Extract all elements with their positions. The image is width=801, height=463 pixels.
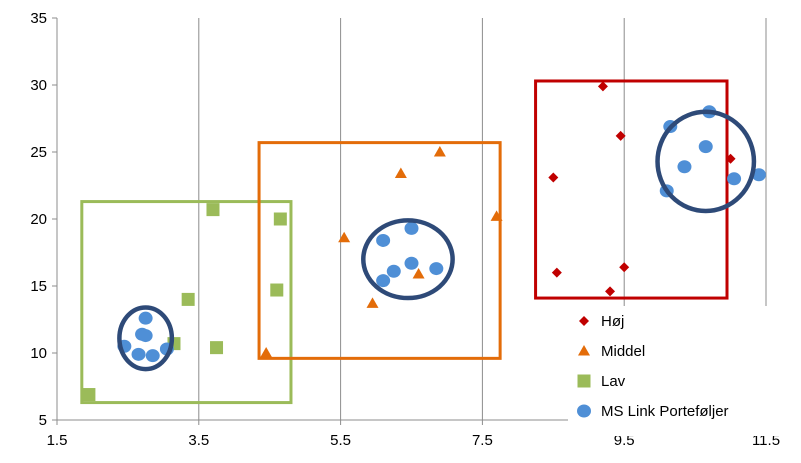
data-point — [270, 283, 284, 297]
y-tick-label: 35 — [30, 10, 47, 27]
series-0 — [548, 81, 736, 297]
cluster-ellipse — [361, 218, 455, 301]
series-2 — [82, 203, 287, 402]
data-point — [433, 146, 446, 157]
x-tick-label: 7.5 — [472, 432, 493, 449]
data-point — [677, 160, 692, 174]
data-point — [548, 172, 559, 183]
data-point — [138, 311, 153, 325]
cluster-ellipse — [117, 305, 175, 372]
legend-label: Middel — [601, 343, 645, 360]
annotations — [80, 79, 729, 405]
data-point — [490, 210, 503, 221]
x-tick-label: 11.5 — [752, 432, 780, 449]
data-point — [404, 221, 419, 235]
data-point — [376, 274, 391, 288]
legend-label: Lav — [601, 373, 626, 390]
data-point — [273, 212, 287, 226]
x-tick-labels: 1.5 3.5 5.5 7.5 9.5 11.5 — [47, 420, 780, 449]
group-rectangle — [257, 141, 502, 360]
data-point — [412, 267, 425, 279]
data-point — [82, 388, 96, 402]
series-1 — [260, 146, 503, 358]
data-point — [260, 347, 273, 358]
y-tick-labels: 5 10 15 20 25 30 35 — [30, 10, 57, 429]
x-tick-label: 1.5 — [47, 432, 68, 449]
legend-marker — [579, 316, 589, 326]
data-point — [751, 168, 766, 182]
data-point — [551, 267, 562, 278]
legend-background — [568, 306, 796, 436]
group-rectangle — [534, 79, 729, 300]
data-point — [394, 167, 407, 178]
y-tick-label: 25 — [30, 144, 47, 161]
x-tick-label: 9.5 — [614, 432, 635, 449]
data-point — [619, 262, 630, 273]
data-point — [138, 329, 153, 343]
legend-marker — [577, 404, 591, 418]
data-point — [366, 297, 379, 308]
data-point — [131, 347, 146, 361]
data-point — [605, 286, 616, 297]
data-point — [210, 341, 224, 355]
group-rectangle — [80, 200, 293, 405]
data-point — [597, 81, 608, 92]
data-point — [181, 292, 195, 306]
data-point — [727, 172, 742, 186]
data-point — [404, 256, 419, 270]
data-point — [338, 231, 351, 243]
x-tick-label: 5.5 — [330, 432, 351, 449]
data-point — [145, 349, 160, 363]
data-point — [725, 153, 736, 164]
legend-marker — [578, 345, 590, 356]
legend-marker — [577, 374, 591, 388]
legend: Høj Middel Lav MS Link Porteføljer — [568, 306, 796, 436]
data-point — [698, 140, 713, 154]
y-tick-label: 10 — [30, 345, 47, 362]
data-point — [429, 262, 444, 276]
data-point — [376, 233, 391, 247]
data-point — [615, 130, 626, 141]
y-tick-label: 30 — [30, 77, 47, 94]
series-3 — [117, 105, 766, 363]
cluster-ellipse — [655, 109, 757, 214]
legend-label: MS Link Porteføljer — [601, 403, 729, 420]
x-tick-label: 3.5 — [188, 432, 209, 449]
data-point — [206, 203, 220, 217]
y-tick-label: 15 — [30, 278, 47, 295]
data-point — [386, 264, 401, 278]
legend-label: Høj — [601, 313, 624, 330]
y-tick-label: 5 — [39, 412, 47, 429]
y-tick-label: 20 — [30, 211, 47, 228]
